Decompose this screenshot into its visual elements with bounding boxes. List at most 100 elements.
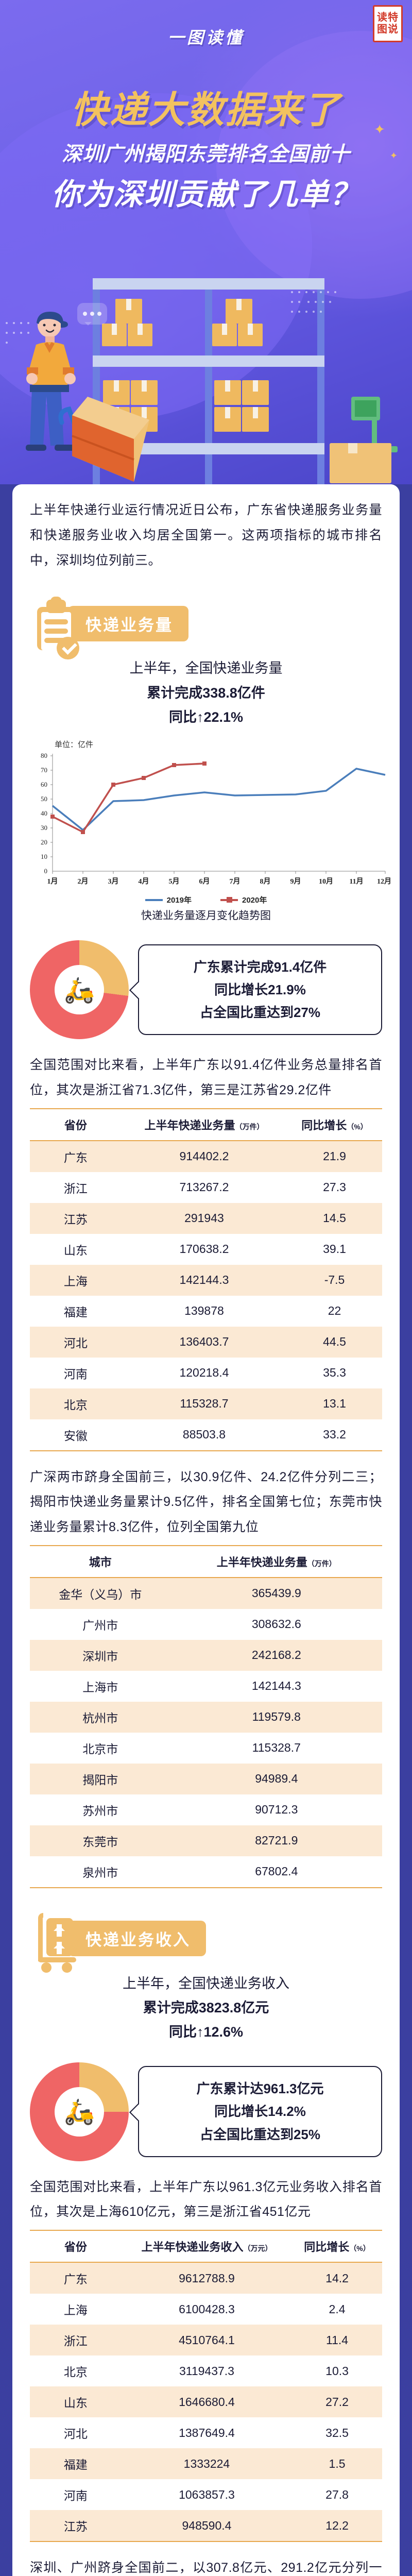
row-label: 河北 [63,2427,88,2441]
table-row: 浙江 713267.2 27.3 [30,1172,382,1203]
row-value-2: 44.5 [323,1335,346,1348]
brand-stamp-line2: 图说 [377,24,399,35]
revenue-share-callout: 🛵 广东累计达961.3亿元 同比增长14.2% 占全国比重达到25% [30,2062,382,2161]
legend-swatch-2019 [145,899,163,901]
svg-text:60: 60 [41,781,47,788]
volume-province-paragraph: 全国范围对比来看，上半年广东以91.4亿件业务总量排名首位，其次是浙江省71.3… [30,1058,382,1097]
row-value-1: 115328.7 [252,1741,301,1755]
revenue-province-paragraph: 全国范围对比来看，上半年广东以961.3亿元业务收入排名首位，其次是上海610亿… [30,2179,382,2219]
row-value-2: 27.2 [325,2395,349,2409]
table-row: 金华（义乌）市 365439.9 [30,1577,382,1609]
row-value-2: 35.3 [323,1366,346,1379]
svg-text:12月: 12月 [377,877,390,886]
dot-grid-decoration-right [288,289,340,318]
row-value-2: 21.9 [323,1149,346,1163]
col-volume: 上半年快递业务量（万件） [121,1108,287,1141]
volume-city-table: 城市 上半年快递业务量（万件） 金华（义乌）市 365439.9 广州市 308632… [30,1545,382,1888]
section-title-volume: 快递业务量 [68,605,188,641]
row-value-2: -7.5 [324,1273,345,1286]
row-value-1: 713267.2 [179,1180,229,1194]
volume-share-callout: 🛵 广东累计完成91.4亿件 同比增长21.9% 占全国比重达到27% [30,940,382,1039]
svg-text:9月: 9月 [290,877,301,886]
svg-text:10: 10 [41,853,47,860]
row-label: 北京 [63,2365,88,2379]
svg-text:10月: 10月 [319,877,333,886]
table-row: 广东 9612788.9 14.2 [30,2262,382,2294]
table-header-row: 省份 上半年快递业务收入（万元） 同比增长（%） [30,2230,382,2263]
row-label: 浙江 [63,2334,88,2348]
row-value-1: 1646680.4 [179,2395,235,2409]
donut-chart-volume: 🛵 [30,940,129,1039]
revenue-callout-line-2: 同比增长14.2% [214,2104,306,2120]
table-row: 广东 914402.2 21.9 [30,1140,382,1172]
svg-text:6月: 6月 [199,877,210,886]
clipboard-icon [34,597,81,660]
row-value-2: 27.3 [323,1180,346,1194]
row-value-1: 1387649.4 [179,2426,235,2439]
svg-text:5月: 5月 [169,877,180,886]
revenue-stat-line-1: 上半年，全国快递业务收入 [123,1975,289,1991]
row-value-1: 4510764.1 [179,2333,235,2347]
row-value-1: 120218.4 [179,1366,229,1379]
col-revenue: 上半年快递业务收入（万元） [121,2230,293,2263]
hand-truck-icon [34,1912,81,1973]
table-row: 泉州市 67802.4 [30,1856,382,1888]
hero-kicker: 一图读懂 [167,28,244,47]
row-label: 杭州市 [82,1711,118,1725]
revenue-stat-line-3: 同比↑12.6% [30,2020,382,2044]
content-wrapper: 上半年快递行业运行情况近日公布，广东省快递服务业务量和快递服务业收入均居全国第一… [0,484,412,2576]
revenue-yoy-label: 同比 [168,2024,197,2040]
legend-item-2020: 2020年 [220,894,267,905]
row-label: 东莞市 [82,1835,118,1849]
volume-stat-line-2: 累计完成338.8亿件 [147,685,265,701]
row-value-1: 365439.9 [251,1586,301,1600]
svg-text:7月: 7月 [230,877,241,886]
row-value-2: 39.1 [323,1242,346,1256]
chart-legend: 2019年 2020年 [30,894,382,905]
chat-bubble-icon [77,303,107,326]
row-value-1: 67802.4 [255,1865,298,1878]
section-header-revenue: 快递业务收入 [30,1912,382,1973]
row-value-2: 11.4 [326,2333,349,2347]
row-label: 浙江 [63,1181,88,1195]
row-value-2: 1.5 [329,2456,346,2470]
svg-text:11月: 11月 [349,877,363,886]
table-row: 上海 6100428.3 2.4 [30,2294,382,2325]
svg-text:20: 20 [41,838,47,846]
svg-text:50: 50 [41,795,47,803]
svg-text:70: 70 [41,766,47,774]
section-title-revenue: 快递业务收入 [68,1921,206,1957]
volume-callout-box: 广东累计完成91.4亿件 同比增长21.9% 占全国比重达到27% [138,944,382,1036]
table-row: 上海 142144.3 -7.5 [30,1264,382,1296]
row-value-2: 14.2 [325,2271,349,2285]
volume-city-table-body: 金华（义乌）市 365439.9 广州市 308632.6 深圳市 242168.2 上海市… [30,1577,382,1888]
donut-center: 🛵 [55,965,104,1014]
table-row: 东莞市 82721.9 [30,1825,382,1856]
table-header-row: 城市 上半年快递业务量（万件） [30,1545,382,1578]
row-label: 广东 [63,2273,88,2286]
svg-text:40: 40 [41,809,47,817]
row-label: 上海 [63,1274,88,1288]
row-value-2: 2.4 [329,2302,346,2316]
arrow-up-icon: ↑ [196,2024,204,2040]
row-label: 河北 [63,1336,88,1350]
table-row: 山东 170638.2 39.1 [30,1234,382,1265]
volume-stat-line-1: 上半年，全国快递业务量 [129,660,283,676]
warehouse-shelf-illustration [93,278,324,484]
volume-callout-line-3: 占全国比重达到27% [199,1005,321,1021]
revenue-province-table-body: 广东 9612788.9 14.2 上海 6100428.3 2.4 浙江 4510764.1… [30,2262,382,2541]
revenue-callout-line-3: 占全国比重达到25% [199,2126,321,2142]
table-row: 河南 120218.4 35.3 [30,1358,382,1388]
row-value-1: 88503.8 [182,1428,226,1441]
col-growth: 同比增长（%） [292,2230,382,2263]
row-value-2: 27.8 [325,2487,349,2501]
table-row: 河北 136403.7 44.5 [30,1326,382,1358]
volume-trend-chart: 单位：亿件 80 70 60 50 40 30 20 10 0 [30,739,391,923]
sparkle-icon: ✦ [374,122,385,137]
hero-banner: 读特 图说 一图读懂 快递大数据来了 深圳广州揭阳东莞排名全国前十 你为深圳贡献… [0,0,412,484]
svg-text:8月: 8月 [260,877,271,886]
brand-stamp-line1: 读特 [377,12,399,23]
row-value-1: 1333224 [183,2456,230,2470]
row-value-1: 119579.8 [252,1710,301,1724]
table-row: 山东 1646680.4 27.2 [30,2386,382,2417]
